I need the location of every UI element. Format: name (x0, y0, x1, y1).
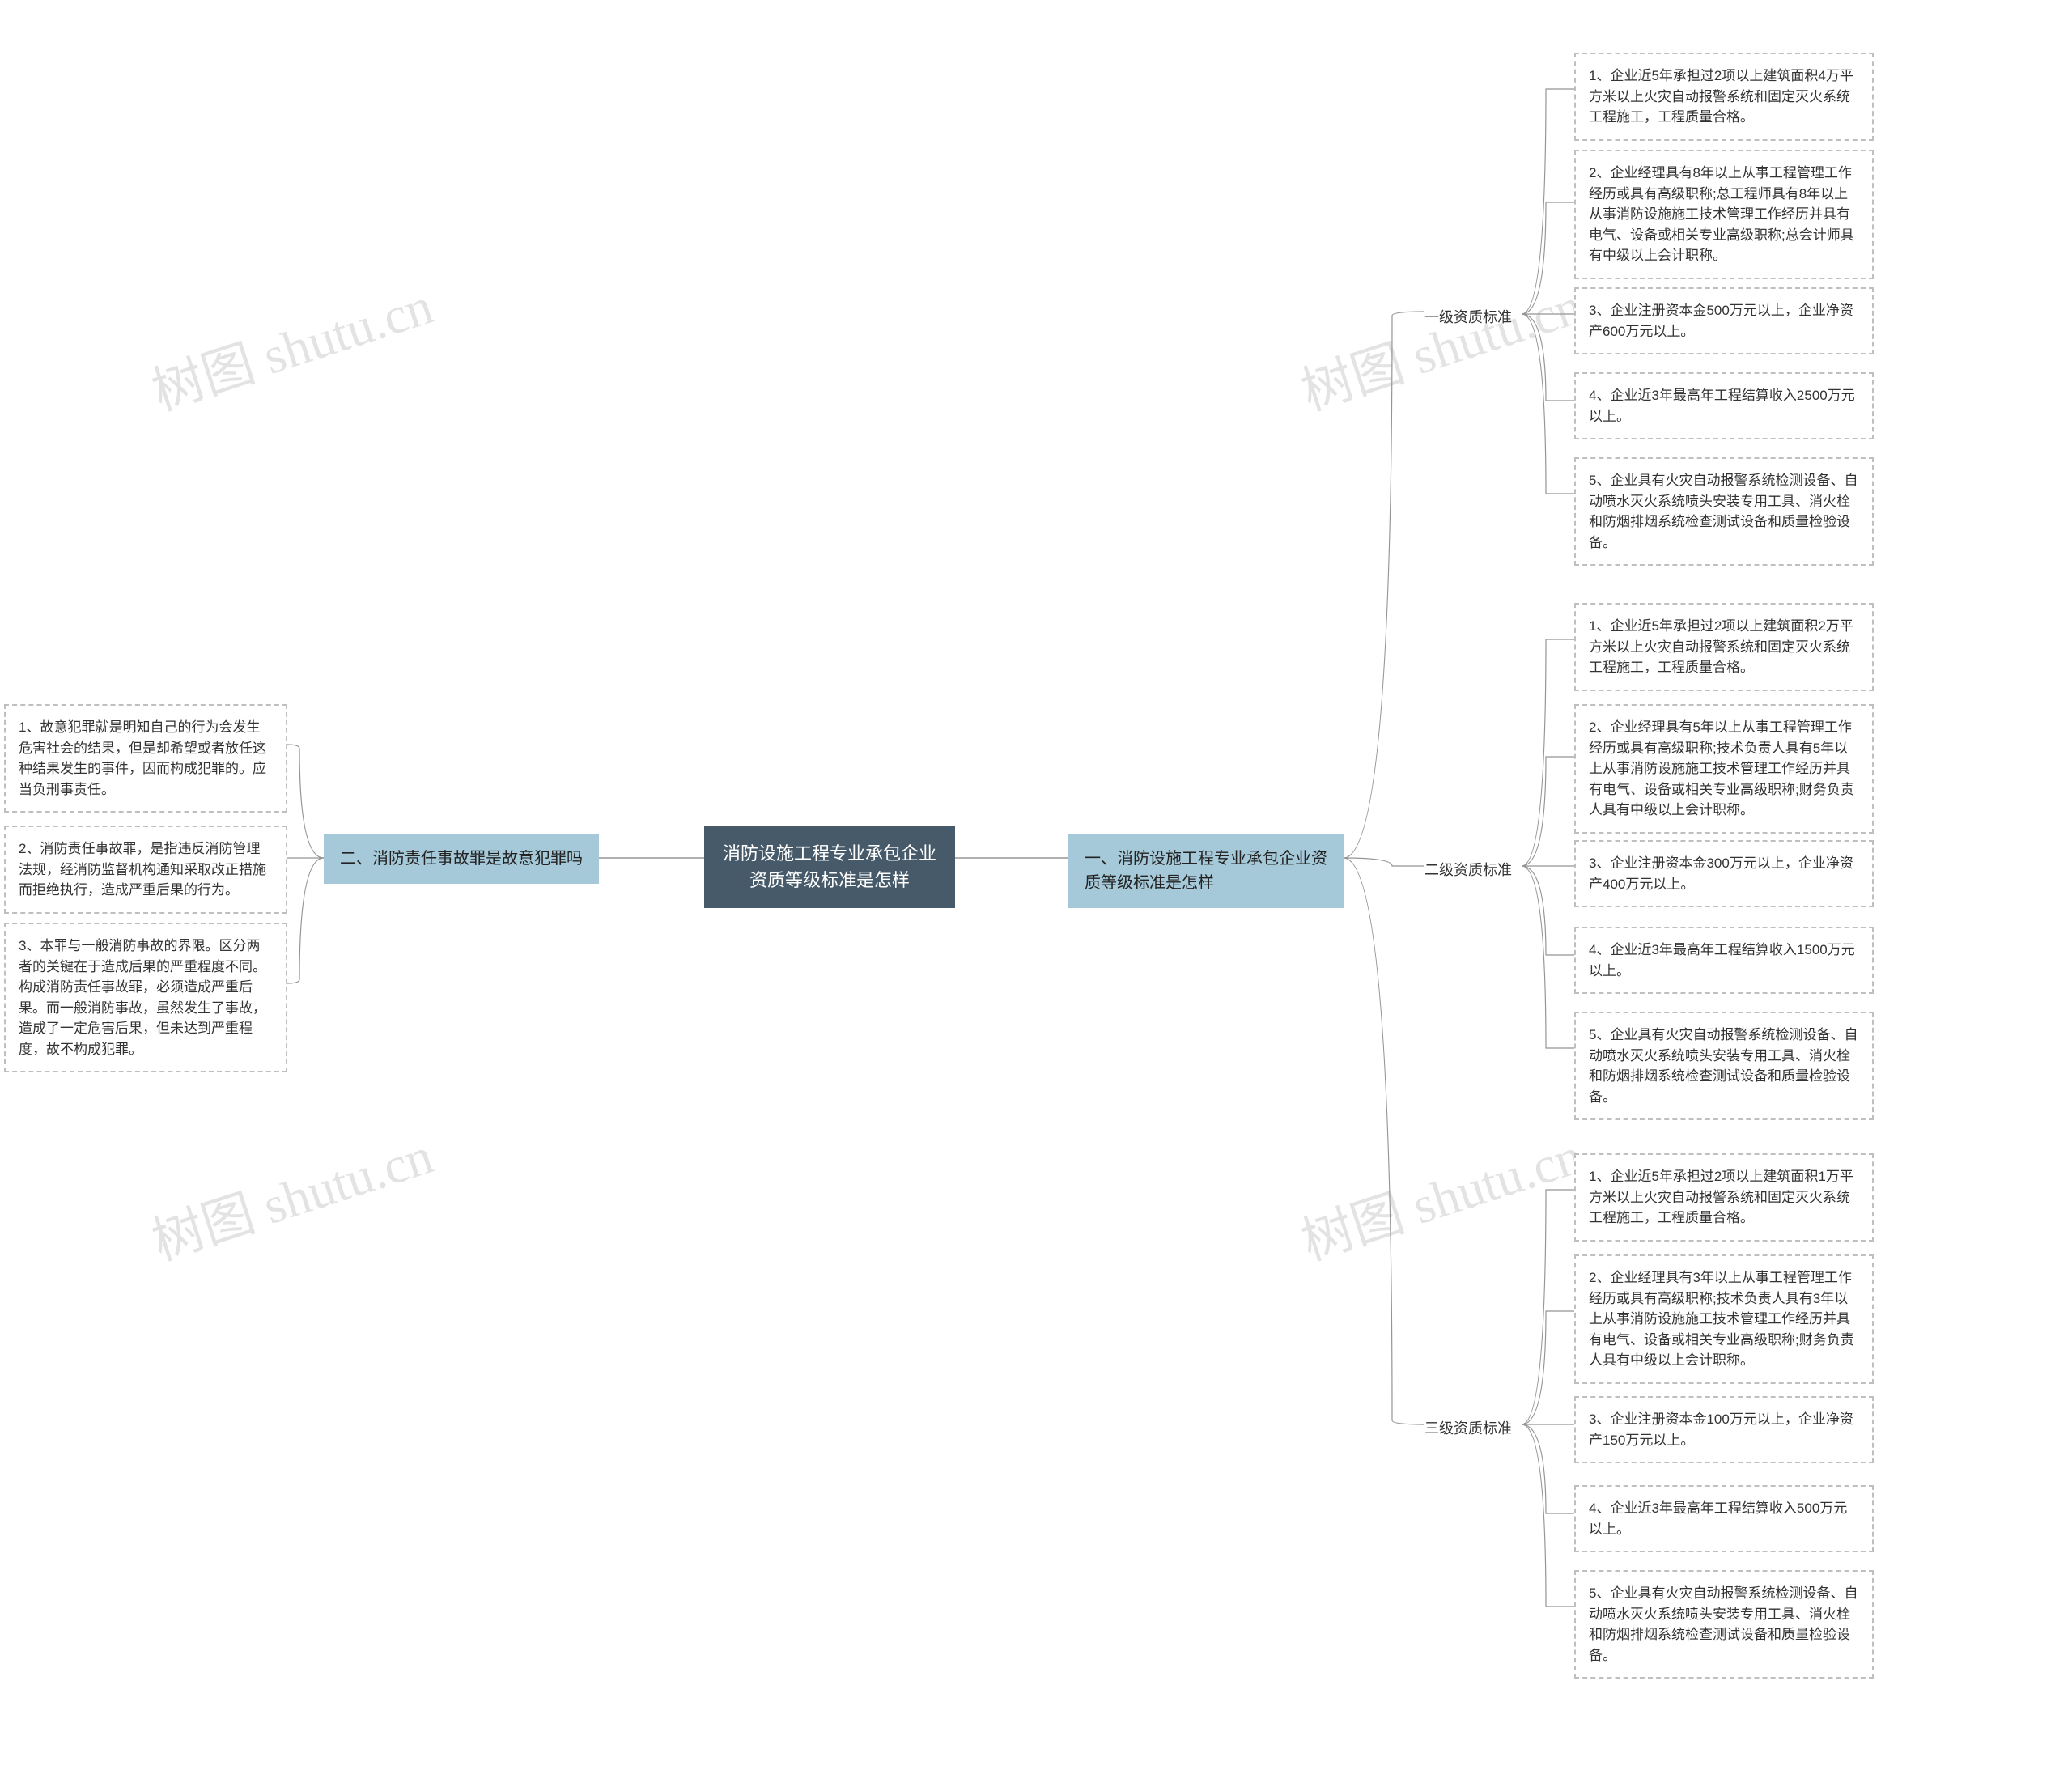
leaf-g0-3[interactable]: 4、企业近3年最高年工程结算收入2500万元以上。 (1574, 372, 1874, 439)
leaf-g2-3[interactable]: 4、企业近3年最高年工程结算收入500万元以上。 (1574, 1485, 1874, 1552)
watermark: 树图 shutu.cn (142, 265, 441, 425)
leaf-g2-2[interactable]: 3、企业注册资本金100万元以上，企业净资产150万元以上。 (1574, 1396, 1874, 1463)
leaf-g1-2[interactable]: 3、企业注册资本金300万元以上，企业净资产400万元以上。 (1574, 840, 1874, 907)
leaf-g1-4[interactable]: 5、企业具有火灾自动报警系统检测设备、自动喷水灭火系统喷头安装专用工具、消火栓和… (1574, 1012, 1874, 1120)
leaf-g0-2[interactable]: 3、企业注册资本金500万元以上，企业净资产600万元以上。 (1574, 287, 1874, 354)
branch-right[interactable]: 一、消防设施工程专业承包企业资质等级标准是怎样 (1068, 834, 1344, 908)
sub-group-1[interactable]: 二级资质标准 (1424, 856, 1512, 885)
leaf-left-2[interactable]: 3、本罪与一般消防事故的界限。区分两者的关键在于造成后果的严重程度不同。构成消防… (4, 923, 287, 1072)
watermark: 树图 shutu.cn (1291, 1114, 1590, 1275)
leaf-g2-1[interactable]: 2、企业经理具有3年以上从事工程管理工作经历或具有高级职称;技术负责人具有3年以… (1574, 1254, 1874, 1384)
sub-group-0[interactable]: 一级资质标准 (1424, 303, 1512, 332)
leaf-g2-0[interactable]: 1、企业近5年承担过2项以上建筑面积1万平方米以上火灾自动报警系统和固定灭火系统… (1574, 1153, 1874, 1242)
leaf-g1-1[interactable]: 2、企业经理具有5年以上从事工程管理工作经历或具有高级职称;技术负责人具有5年以… (1574, 704, 1874, 834)
watermark: 树图 shutu.cn (142, 1114, 441, 1275)
leaf-g1-3[interactable]: 4、企业近3年最高年工程结算收入1500万元以上。 (1574, 927, 1874, 994)
leaf-left-1[interactable]: 2、消防责任事故罪，是指违反消防管理法规，经消防监督机构通知采取改正措施而拒绝执… (4, 826, 287, 914)
leaf-g2-4[interactable]: 5、企业具有火灾自动报警系统检测设备、自动喷水灭火系统喷头安装专用工具、消火栓和… (1574, 1570, 1874, 1679)
watermark: 树图 shutu.cn (1291, 265, 1590, 425)
leaf-g1-0[interactable]: 1、企业近5年承担过2项以上建筑面积2万平方米以上火灾自动报警系统和固定灭火系统… (1574, 603, 1874, 691)
leaf-g0-4[interactable]: 5、企业具有火灾自动报警系统检测设备、自动喷水灭火系统喷头安装专用工具、消火栓和… (1574, 457, 1874, 566)
leaf-g0-1[interactable]: 2、企业经理具有8年以上从事工程管理工作经历或具有高级职称;总工程师具有8年以上… (1574, 150, 1874, 279)
mindmap-root[interactable]: 消防设施工程专业承包企业资质等级标准是怎样 (704, 826, 955, 908)
leaf-g0-0[interactable]: 1、企业近5年承担过2项以上建筑面积4万平方米以上火灾自动报警系统和固定灭火系统… (1574, 53, 1874, 141)
sub-group-2[interactable]: 三级资质标准 (1424, 1415, 1512, 1443)
branch-left[interactable]: 二、消防责任事故罪是故意犯罪吗 (324, 834, 599, 884)
leaf-left-0[interactable]: 1、故意犯罪就是明知自己的行为会发生危害社会的结果，但是却希望或者放任这种结果发… (4, 704, 287, 813)
